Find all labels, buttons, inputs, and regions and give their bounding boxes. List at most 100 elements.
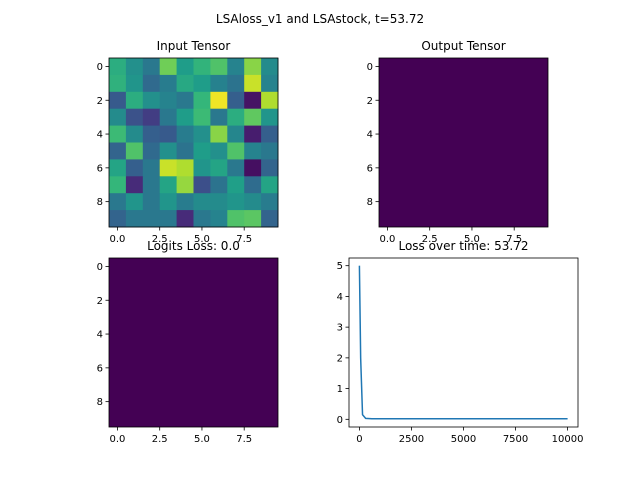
input-tensor-cell (261, 74, 279, 93)
input-tensor-cell (109, 193, 127, 211)
logits-loss-y-tick-label: 8 (97, 397, 103, 408)
output-tensor-y-tick-label: 4 (367, 130, 373, 141)
loss-series-line (358, 265, 568, 420)
output-tensor-heatmap (379, 58, 548, 227)
input-tensor-cell (176, 159, 194, 177)
input-tensor-cell (244, 159, 262, 177)
logits-loss-x-tick-label: 0.0 (109, 434, 125, 445)
logits-loss-ticks: 0.0 2.5 5.0 7.5 0 2 4 6 8 (97, 262, 253, 445)
input-tensor-cell (159, 74, 177, 93)
input-tensor-cell (261, 210, 279, 228)
input-tensor-cell (244, 125, 262, 143)
logits-loss-title: Logits Loss: 0.0 (147, 239, 240, 253)
input-tensor-cell (159, 210, 177, 228)
input-tensor-cell (244, 193, 262, 211)
output-tensor-y-tick-label: 8 (367, 197, 373, 208)
input-tensor-cell (109, 125, 127, 143)
input-tensor-cell (109, 91, 127, 110)
input-tensor-cell (244, 91, 262, 110)
input-tensor-y-tick-label: 0 (97, 62, 103, 73)
input-tensor-cell (244, 74, 262, 93)
input-tensor-cell (176, 210, 194, 228)
input-tensor-cell (210, 74, 228, 93)
loss-over-time-panel: 0 2500 5000 7500 10000 0 1 2 3 4 5 Loss over time:… (337, 239, 584, 445)
logits-loss-x-tick-label: 2.5 (152, 434, 168, 445)
input-tensor-cell (210, 142, 228, 160)
input-tensor-cell (109, 210, 127, 228)
input-tensor-cell (261, 142, 279, 160)
input-tensor-y-tick-label: 4 (97, 130, 103, 141)
loss-over-time-y-tick-label: 0 (337, 415, 343, 426)
input-tensor-cell (227, 176, 245, 194)
input-tensor-cell (193, 74, 211, 93)
loss-over-time-background (349, 258, 578, 427)
input-tensor-cell (244, 176, 262, 194)
logits-loss-y-tick-label: 4 (97, 330, 103, 341)
loss-over-time-y-tick-label: 1 (337, 384, 343, 395)
input-tensor-title: Input Tensor (157, 39, 231, 53)
logits-loss-y-tick-label: 2 (97, 296, 103, 307)
loss-over-time-x-tick-label: 0 (356, 434, 362, 445)
input-tensor-cell (227, 74, 245, 93)
input-tensor-cell (193, 142, 211, 160)
input-tensor-cell (159, 176, 177, 194)
input-tensor-cell (227, 125, 245, 143)
input-tensor-frame (108, 57, 279, 228)
input-tensor-cell (142, 176, 161, 194)
input-tensor-cell (210, 210, 228, 228)
input-tensor-y-tick-label: 2 (97, 96, 103, 107)
input-tensor-cell (227, 210, 245, 228)
input-tensor-cell (261, 176, 279, 194)
loss-over-time-y-tick-label: 3 (337, 323, 343, 334)
input-tensor-cell (125, 176, 144, 194)
loss-over-time-y-tick-label: 2 (337, 353, 343, 364)
input-tensor-cell (176, 193, 194, 211)
input-tensor-cell (142, 193, 161, 211)
input-tensor-cell (109, 74, 127, 93)
input-tensor-cell (227, 108, 245, 126)
logits-loss-panel: 0.0 2.5 5.0 7.5 0 2 4 6 8 Logits Loss: 0.0 (97, 239, 279, 445)
input-tensor-cell (210, 125, 228, 143)
input-tensor-heatmap (109, 58, 279, 228)
input-tensor-ticks: 0.0 2.5 5.0 7.5 0 2 4 6 8 (97, 62, 253, 245)
input-tensor-cell (125, 58, 144, 76)
input-tensor-cell (176, 74, 194, 93)
input-tensor-cell (159, 159, 177, 177)
input-tensor-cell (159, 91, 177, 110)
logits-loss-frame (108, 257, 279, 428)
input-tensor-cell (142, 108, 161, 126)
input-tensor-cell (261, 125, 279, 143)
input-tensor-cell (142, 125, 161, 143)
input-tensor-panel: 0.0 2.5 5.0 7.5 0 2 4 6 8 Input Tensor (97, 39, 279, 245)
input-tensor-cell (159, 58, 177, 76)
loss-over-time-y-tick-label: 4 (337, 292, 343, 303)
input-tensor-cell (261, 193, 279, 211)
input-tensor-cell (227, 159, 245, 177)
loss-over-time-x-tick-label: 5000 (451, 434, 476, 445)
input-tensor-cell (142, 74, 161, 93)
input-tensor-cell (261, 108, 279, 126)
input-tensor-x-tick-label: 2.5 (152, 234, 168, 245)
input-tensor-cell (142, 142, 161, 160)
input-tensor-cell (125, 159, 144, 177)
loss-over-time-y-tick-label: 5 (337, 261, 343, 272)
input-tensor-cell (193, 210, 211, 228)
input-tensor-cell (227, 142, 245, 160)
input-tensor-x-tick-label: 7.5 (236, 234, 252, 245)
input-tensor-cell (125, 91, 144, 110)
input-tensor-cell (125, 193, 144, 211)
input-tensor-cell (159, 142, 177, 160)
output-tensor-frame (378, 57, 549, 228)
input-tensor-cell (193, 176, 211, 194)
input-tensor-cell (193, 58, 211, 76)
input-tensor-x-tick-label: 0.0 (109, 234, 125, 245)
input-tensor-cell (244, 58, 262, 76)
input-tensor-cell (159, 108, 177, 126)
input-tensor-cell (210, 193, 228, 211)
input-tensor-cell (109, 58, 127, 76)
logits-loss-x-tick-label: 7.5 (236, 434, 252, 445)
input-tensor-cell (125, 74, 144, 93)
output-tensor-ticks: 0.0 2.5 5.0 7.5 0 2 4 6 8 (367, 62, 523, 245)
output-tensor-y-tick-label: 2 (367, 96, 373, 107)
